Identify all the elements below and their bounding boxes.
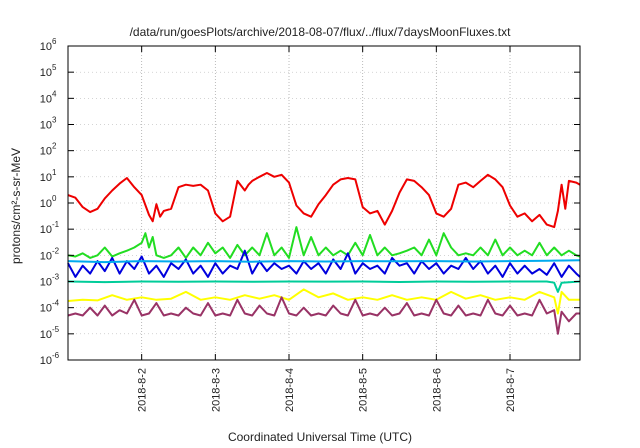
x-tick-label: 2018-8-5 — [358, 368, 370, 412]
series-line — [67, 288, 580, 315]
y-tick-label: 10 — [40, 303, 52, 315]
y-tick-exponent: 4 — [52, 89, 57, 98]
y-tick-exponent: 3 — [52, 116, 57, 125]
y-tick-label: 10 — [40, 120, 52, 132]
x-tick-label: 2018-8-4 — [284, 368, 296, 412]
y-tick-label: 10 — [40, 41, 52, 53]
y-tick-label: 10 — [40, 198, 52, 210]
y-tick-exponent: -5 — [52, 325, 60, 334]
x-tick-label: 2018-8-6 — [431, 368, 443, 412]
x-axis-label: Coordinated Universal Time (UTC) — [228, 430, 412, 444]
y-tick-exponent: -3 — [52, 273, 60, 282]
y-tick-exponent: -6 — [52, 351, 60, 360]
y-tick-label: 10 — [40, 67, 52, 79]
y-tick-label: 10 — [40, 172, 52, 184]
y-axis-label: protons/cm²-s-sr-MeV — [9, 148, 23, 264]
grid-lines — [68, 46, 580, 360]
y-tick-exponent: 5 — [52, 63, 57, 72]
y-tick-exponent: 0 — [52, 194, 57, 203]
y-tick-exponent: -2 — [52, 246, 60, 255]
axis-ticks: 2018-8-2 2018-8-3 2018-8-4 2018-8-5 2018-8-6… — [40, 37, 580, 412]
x-tick-label: 2018-8-3 — [210, 368, 222, 412]
y-tick-label: 10 — [40, 224, 52, 236]
y-tick-label: 10 — [40, 355, 52, 367]
series-line — [67, 226, 581, 259]
series-line — [67, 249, 581, 278]
series-line — [67, 259, 581, 264]
y-tick-exponent: -4 — [52, 299, 60, 308]
series-line — [67, 280, 581, 293]
series-line — [67, 172, 581, 229]
y-tick-exponent: 1 — [52, 168, 57, 177]
y-tick-exponent: 6 — [52, 37, 57, 46]
y-tick-exponent: 2 — [52, 142, 57, 151]
y-tick-exponent: -1 — [52, 220, 60, 229]
y-tick-label: 10 — [40, 250, 52, 262]
y-tick-label: 10 — [40, 146, 52, 158]
y-tick-label: 10 — [40, 93, 52, 105]
series-lines — [67, 172, 581, 335]
x-tick-label: 2018-8-2 — [137, 368, 149, 412]
chart-title: /data/run/goesPlots/archive/2018-08-07/f… — [130, 25, 512, 39]
y-tick-label: 10 — [40, 329, 52, 341]
series-line — [67, 296, 580, 335]
x-tick-label: 2018-8-7 — [505, 368, 517, 412]
y-tick-label: 10 — [40, 277, 52, 289]
